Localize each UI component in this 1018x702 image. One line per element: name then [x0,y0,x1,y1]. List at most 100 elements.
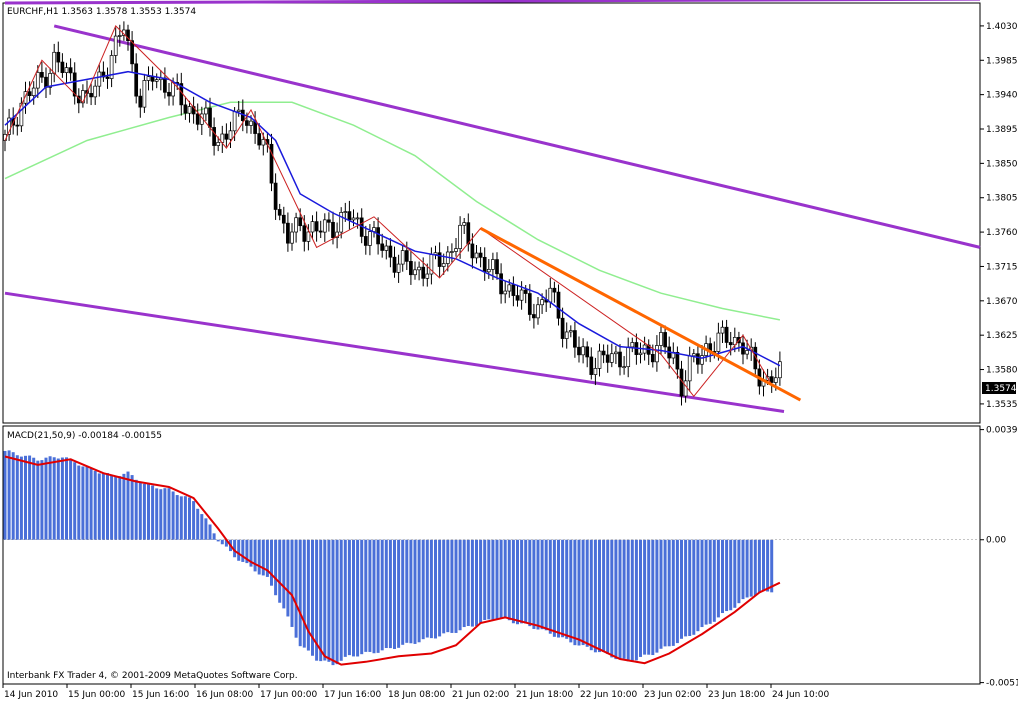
candle-body [663,332,667,348]
candles [3,21,782,406]
macd-bar [85,466,89,540]
macd-bar [721,539,724,614]
symbol-info: EURCHF,H1 1.3563 1.3578 1.3553 1.3574 [7,7,196,17]
candle-body [556,291,561,319]
price-pane-frame [2,2,981,424]
candle-body [327,219,331,223]
candle-body [474,252,479,259]
candle-body [511,284,516,296]
price-y-axis: 1.4030 1.3985 1.3940 1.3895 1.3850 1.3805 1.37… [980,22,1018,410]
candle-body [318,230,323,233]
macd-bar [163,488,167,540]
candle-body [134,63,139,97]
macd-bar [454,539,458,633]
macd-tick-label: -0.00515 [986,679,1018,689]
candle-body [392,256,397,273]
candle-body [56,51,61,63]
candle-body [454,248,458,252]
macd-info: MACD(21,50,9) -0.00184 -0.00155 [7,431,162,441]
price-badge-bg [982,382,1016,394]
candle-body [441,263,446,267]
macd-bar [138,482,142,540]
macd-bar [647,539,651,655]
candle-body [581,346,585,356]
macd-bar [48,456,52,540]
candle-body [700,355,704,365]
candle-body [347,211,352,221]
x-tick-label: 23 Jun 18:00 [708,690,765,700]
macd-bar [216,539,220,542]
candle-body [778,361,782,379]
macd-bar [278,539,282,603]
candle-body [19,102,24,127]
candle-body [523,289,528,294]
macd-bar [561,539,565,638]
price-tick-label: 1.3895 [986,125,1018,135]
candle-body [97,71,102,87]
candle-body [413,269,417,276]
macd-bar [388,539,392,649]
candle-body [499,273,503,295]
price-tick-label: 1.3760 [986,228,1018,238]
channel-upper-line [4,0,981,5]
price-tick-label: 1.3580 [986,366,1018,376]
macd-bar [425,539,429,638]
macd-bar [573,539,577,646]
macd-bar [130,475,134,540]
candle-body [52,51,57,74]
candle-body [462,222,467,226]
candle-body [568,330,573,333]
macd-bar [429,539,433,639]
macd-bar [175,495,179,540]
candle-body [605,354,610,363]
macd-bar [28,455,32,540]
macd-bar [142,483,146,540]
macd-bar [569,539,573,643]
candle-body [458,224,462,249]
ma-slow-path [4,101,781,321]
candle-body [400,250,405,265]
candle-body [204,107,208,115]
macd-bar [688,539,692,636]
candle-body [294,217,298,233]
candle-body [683,380,688,397]
candle-body [113,35,118,56]
candle-body [93,85,98,98]
macd-bar [311,539,314,656]
macd-bar [548,539,552,634]
candle-body [696,353,700,365]
candle-body [187,106,192,114]
macd-bar [581,539,585,646]
candle-body [380,243,385,251]
candle-body [720,326,725,334]
macd-bar [643,539,647,655]
candle-body [40,72,44,78]
x-tick-label: 23 Jun 02:00 [644,690,701,700]
macd-bar [101,473,105,540]
macd-bar [286,539,290,617]
macd-bar [487,539,491,620]
macd-bar [188,497,191,540]
macd-bar [393,539,396,649]
macd-bar [265,539,269,577]
price-tick-label: 1.3670 [986,297,1018,307]
candle-body [368,231,372,246]
candle-body [675,351,680,370]
macd-bar [708,539,712,624]
candle-body [331,221,335,238]
macd-bar [544,539,548,631]
macd-bar [442,539,446,634]
candle-body [745,350,749,355]
macd-bar [434,539,437,639]
macd-bar [737,539,741,604]
candle-body [593,368,598,375]
macd-bar [343,539,347,657]
macd-bar [483,539,487,620]
macd-bar [331,539,335,666]
candle-body [486,269,491,273]
macd-bar [69,458,73,540]
macd-bar [557,539,560,638]
macd-bar [224,539,228,547]
macd-bar [725,539,729,612]
candle-body [281,214,286,224]
